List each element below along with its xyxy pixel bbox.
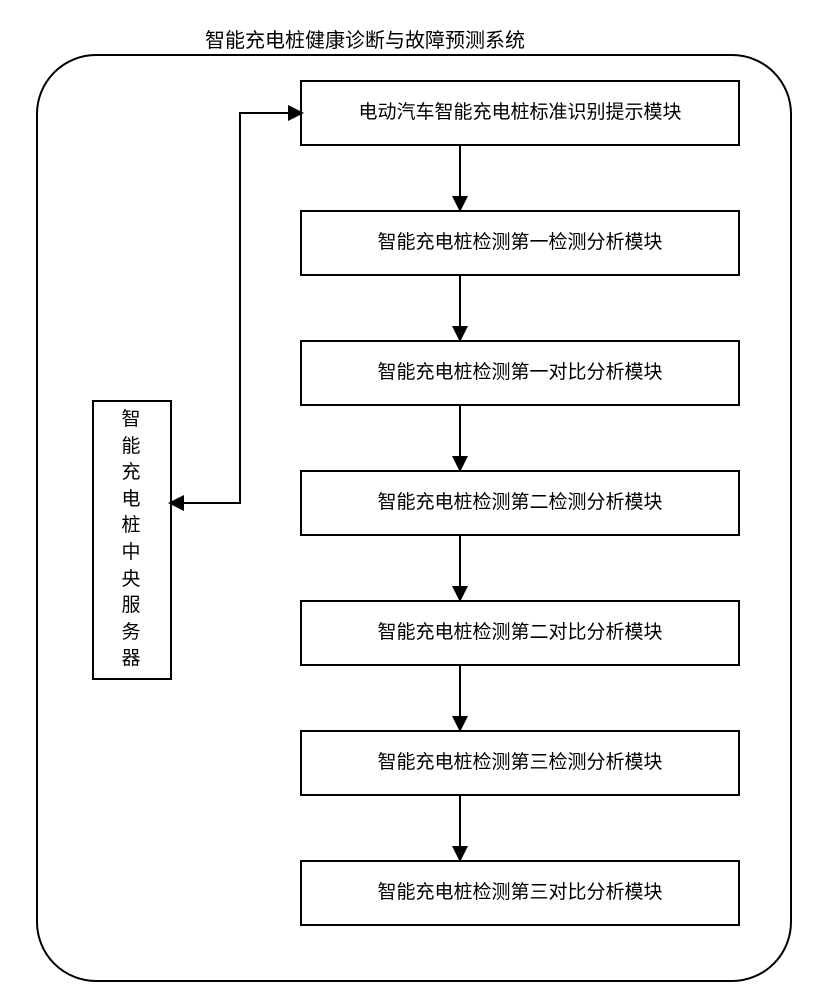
server-node-label: 智能充电桩中央服务器: [113, 407, 151, 673]
module-node-label: 智能充电桩检测第一对比分析模块: [377, 361, 662, 386]
diagram-title: 智能充电桩健康诊断与故障预测系统: [205, 24, 525, 53]
server-node: 智能充电桩中央服务器: [92, 400, 172, 680]
module-node-1: 电动汽车智能充电桩标准识别提示模块: [300, 80, 740, 146]
module-node-label: 智能充电桩检测第一检测分析模块: [377, 231, 662, 256]
module-node-7: 智能充电桩检测第三对比分析模块: [300, 860, 740, 926]
module-node-2: 智能充电桩检测第一检测分析模块: [300, 210, 740, 276]
module-node-4: 智能充电桩检测第二检测分析模块: [300, 470, 740, 536]
module-node-label: 智能充电桩检测第三检测分析模块: [377, 751, 662, 776]
module-node-label: 电动汽车智能充电桩标准识别提示模块: [358, 101, 681, 126]
diagram-canvas: 智能充电桩健康诊断与故障预测系统 智能充电桩中央服务器 电动汽车智能充电桩标准识…: [0, 0, 823, 1000]
module-node-6: 智能充电桩检测第三检测分析模块: [300, 730, 740, 796]
module-node-3: 智能充电桩检测第一对比分析模块: [300, 340, 740, 406]
module-node-label: 智能充电桩检测第二检测分析模块: [377, 491, 662, 516]
module-node-5: 智能充电桩检测第二对比分析模块: [300, 600, 740, 666]
module-node-label: 智能充电桩检测第二对比分析模块: [377, 621, 662, 646]
module-node-label: 智能充电桩检测第三对比分析模块: [377, 881, 662, 906]
